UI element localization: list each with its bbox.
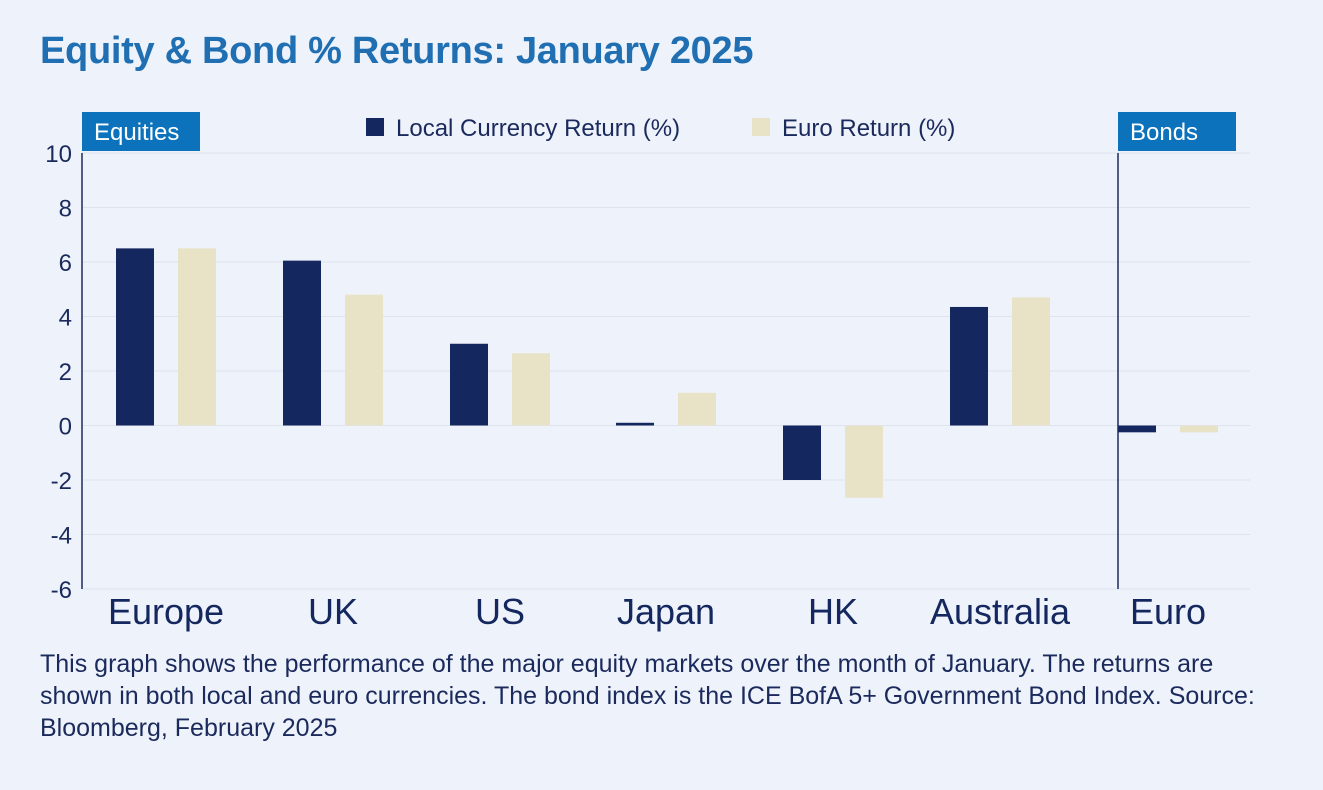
labels: 10 8 6 4 2 0 -2 -4 -6 Europe UK US Japan HK Australia E… [45, 141, 1206, 632]
bar-euro-euro [1180, 425, 1218, 433]
y-tick-label: 2 [59, 359, 72, 386]
group-label-bonds-bg [1118, 112, 1236, 151]
legend-euro-swatch [752, 118, 770, 136]
bar-local-japan [616, 422, 654, 426]
chart-area: 10 8 6 4 2 0 -2 -4 -6 Europe UK US Japan HK Australia E… [45, 112, 1250, 632]
bar-euro-us [512, 353, 550, 426]
x-tick-label: Europe [108, 591, 224, 632]
legend-euro-label: Euro Return (%) [782, 115, 955, 142]
x-tick-label: Australia [930, 591, 1071, 632]
legend-local-label: Local Currency Return (%) [396, 115, 680, 142]
x-tick-label: Japan [617, 591, 715, 632]
x-tick-label: Euro [1130, 591, 1206, 632]
y-tick-label: -4 [51, 523, 72, 550]
y-tick-label: 6 [59, 250, 72, 277]
axes [81, 153, 1119, 589]
bar-euro-uk [345, 294, 383, 426]
x-tick-label: US [475, 591, 525, 632]
bar-local-hk [783, 425, 821, 480]
chart-caption: This graph shows the performance of the … [40, 650, 1255, 742]
group-label-equities-bg [82, 112, 200, 151]
y-tick-label: -6 [51, 577, 72, 604]
bars [116, 248, 1218, 498]
bar-euro-australia [1012, 297, 1050, 426]
bar-local-euro [1118, 425, 1156, 433]
bar-euro-europe [178, 248, 216, 426]
grid-lines [82, 152, 1250, 590]
group-label-bonds: Bonds [1130, 119, 1198, 146]
x-tick-label: HK [808, 591, 858, 632]
y-tick-label: 4 [59, 305, 72, 332]
y-tick-label: -2 [51, 468, 72, 495]
bar-euro-japan [678, 392, 716, 426]
legend-local-swatch [366, 118, 384, 136]
x-tick-label: UK [308, 591, 358, 632]
y-tick-label: 8 [59, 196, 72, 223]
chart-title: Equity & Bond % Returns: January 2025 [40, 30, 754, 72]
y-tick-label: 0 [59, 414, 72, 441]
legend: Equities Bonds Local Currency Return (%) Eu… [82, 112, 1236, 151]
bar-euro-hk [845, 425, 883, 498]
group-label-equities: Equities [94, 119, 179, 146]
bar-local-us [450, 343, 488, 426]
bar-local-europe [116, 248, 154, 426]
bar-local-uk [283, 260, 321, 426]
bar-chart: 10 8 6 4 2 0 -2 -4 -6 Europe UK US Japan HK Australia E… [45, 112, 1250, 632]
y-tick-label: 10 [45, 141, 72, 168]
bar-local-australia [950, 306, 988, 426]
